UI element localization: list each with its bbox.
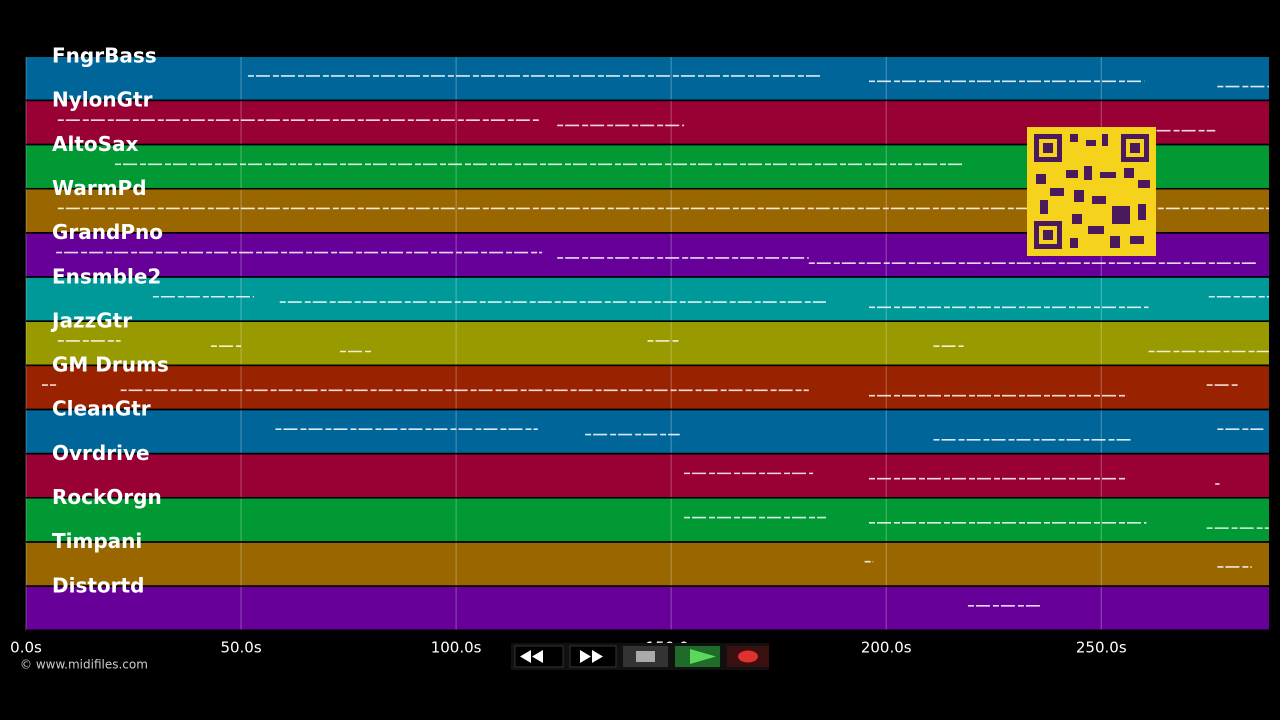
track-name: Ensmble2 bbox=[52, 264, 161, 288]
notes bbox=[26, 75, 1269, 631]
track-name: Timpani bbox=[52, 529, 142, 553]
track-name: WarmPd bbox=[52, 176, 147, 200]
x-tick-label: 100.0s bbox=[431, 639, 482, 657]
track-name: RockOrgn bbox=[52, 485, 162, 509]
transport-controls bbox=[511, 643, 769, 670]
track-lane bbox=[26, 410, 1269, 453]
track-name: JazzGtr bbox=[50, 308, 132, 332]
track-name: Distortd bbox=[52, 573, 144, 597]
stop-button[interactable] bbox=[623, 646, 668, 667]
rewind-button[interactable] bbox=[514, 645, 564, 668]
track-lane bbox=[26, 498, 1269, 542]
track-lane bbox=[26, 277, 1269, 321]
track-lane bbox=[26, 57, 1269, 100]
track-lane bbox=[26, 366, 1269, 409]
track-lane bbox=[26, 321, 1269, 365]
x-tick-label: 50.0s bbox=[220, 639, 261, 657]
track-name: FngrBass bbox=[52, 44, 157, 68]
x-tick-label: 0.0s bbox=[10, 639, 42, 657]
fast-forward-button[interactable] bbox=[569, 645, 617, 668]
track-name: GrandPno bbox=[52, 220, 163, 244]
track-lane bbox=[26, 542, 1269, 586]
play-button[interactable] bbox=[675, 646, 720, 667]
track-name: NylonGtr bbox=[52, 88, 153, 112]
track-name: AltoSax bbox=[52, 132, 139, 156]
track-name: Ovrdrive bbox=[52, 441, 150, 465]
grid bbox=[25, 57, 1102, 631]
track-name: GM Drums bbox=[52, 353, 169, 377]
track-name: CleanGtr bbox=[52, 397, 151, 421]
credit: © www.midifiles.com bbox=[20, 658, 148, 672]
x-tick-label: 200.0s bbox=[861, 639, 912, 657]
track-lane bbox=[26, 586, 1269, 630]
track-lane bbox=[26, 454, 1269, 498]
x-tick-label: 250.0s bbox=[1076, 639, 1127, 657]
record-button[interactable] bbox=[727, 646, 769, 667]
qr-code bbox=[1027, 127, 1156, 256]
